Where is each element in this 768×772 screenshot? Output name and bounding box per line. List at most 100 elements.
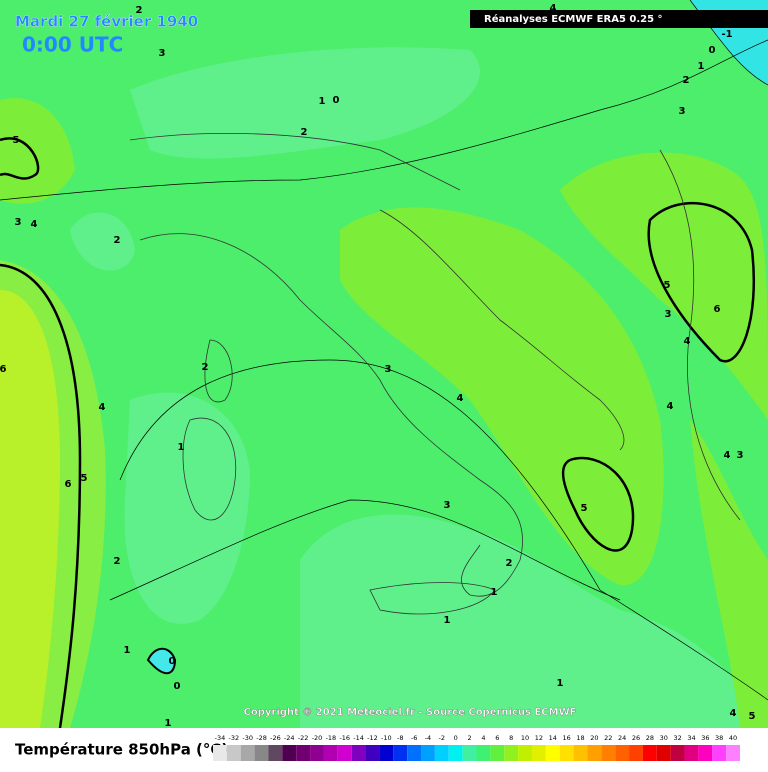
contour-label: 2	[683, 75, 690, 86]
legend-label: Température 850hPa (°C)	[15, 741, 228, 759]
scale-tick-label: 16	[563, 734, 571, 742]
scale-tick-label: 22	[604, 734, 612, 742]
scale-tick-label: 20	[590, 734, 598, 742]
scale-cell	[656, 745, 671, 761]
scale-cell	[421, 745, 435, 761]
contour-label: 0	[333, 95, 340, 106]
contour-label: 3	[679, 106, 686, 117]
scale-cell	[629, 745, 643, 761]
contour-label: 1	[557, 678, 564, 689]
scale-cell	[226, 745, 241, 761]
cool-area	[130, 47, 480, 159]
scale-cell	[337, 745, 352, 761]
contour-label: 5	[13, 135, 20, 146]
contour-label: 2	[114, 556, 121, 567]
scale-tick-label: -8	[397, 734, 403, 742]
source-text: Réanalyses ECMWF ERA5 0.25 °	[484, 13, 663, 25]
scale-cell	[712, 745, 727, 761]
scale-tick-label: -6	[411, 734, 417, 742]
contour-label: 1	[165, 718, 172, 729]
contour-label: 6	[714, 304, 721, 315]
scale-tick-label: -14	[353, 734, 364, 742]
scale-tick-label: -16	[339, 734, 350, 742]
coastlines	[129, 133, 741, 615]
scale-tick-label: -20	[312, 734, 323, 742]
contour-label: 4	[457, 393, 464, 404]
scale-cell	[407, 745, 422, 761]
contour-label: 2	[301, 127, 308, 138]
scale-tick-label: 36	[701, 734, 709, 742]
contour-label: 5	[664, 280, 671, 291]
scale-tick-label: -18	[326, 734, 337, 742]
contour-label: 3	[665, 309, 672, 320]
map-time: 0:00 UTC	[22, 33, 123, 57]
scale-cell	[365, 745, 380, 761]
contour-label: 3	[159, 48, 166, 59]
contour-label: 6	[0, 364, 7, 375]
scale-tick-label: 24	[618, 734, 626, 742]
scale-tick-label: -32	[228, 734, 239, 742]
contour-label: 4	[550, 3, 557, 14]
contour-label: 4	[667, 401, 674, 412]
contour-label: 3	[737, 450, 744, 461]
scale-cell	[448, 745, 463, 761]
contour-label: 2	[506, 558, 513, 569]
scale-cell	[684, 745, 699, 761]
contour-label: 3	[444, 500, 451, 511]
scale-tick-label: -28	[256, 734, 267, 742]
scale-cell	[615, 745, 630, 761]
scale-cell	[434, 745, 449, 761]
color-scale: -34 -32 -30 -28 -26 -24 -22 -20 -18 -16 -14 -12 -10-…	[213, 734, 740, 761]
scale-tick-label: -30	[242, 734, 253, 742]
warm-area	[340, 207, 664, 586]
contour-label: -1	[721, 29, 732, 40]
contour-label: 4	[730, 708, 737, 719]
scale-tick-label: 26	[632, 734, 640, 742]
contour-label: 0	[174, 681, 181, 692]
scale-tick-label: 18	[576, 734, 584, 742]
contour-label: 4	[684, 336, 691, 347]
scale-tick-label: 12	[535, 734, 543, 742]
scale-tick-label: 14	[549, 734, 557, 742]
cool-area	[70, 212, 135, 271]
scale-tick-label: 30	[660, 734, 668, 742]
scale-cell	[351, 745, 366, 761]
scale-tick-label: 6	[495, 734, 499, 742]
contour-label: 1	[319, 96, 326, 107]
scale-tick-label: -10	[381, 734, 392, 742]
scale-cell	[726, 745, 740, 761]
scale-cell	[490, 745, 505, 761]
scale-cell	[296, 745, 311, 761]
scale-tick-label: 10	[521, 734, 529, 742]
scale-tick-label: -2	[439, 734, 445, 742]
scale-cell	[642, 745, 657, 761]
scale-cell	[310, 745, 324, 761]
cool-area	[300, 514, 768, 728]
scale-cell	[476, 745, 491, 761]
scale-cell	[531, 745, 546, 761]
scale-cell	[559, 745, 574, 761]
scale-cell	[462, 745, 477, 761]
warm-area	[690, 420, 768, 728]
scale-tick-label: -34	[215, 734, 226, 742]
scale-cell	[698, 745, 713, 761]
contour-label: 1	[444, 615, 451, 626]
scale-tick-label: 40	[729, 734, 737, 742]
contour-label: 2	[136, 5, 143, 16]
scale-tick-label: 2	[467, 734, 471, 742]
contour-label: 5	[81, 473, 88, 484]
scale-tick-label: 8	[509, 734, 513, 742]
contour-label: 0	[709, 45, 716, 56]
scale-tick-label: 4	[481, 734, 485, 742]
contour-label: 5	[749, 711, 756, 722]
scale-tick-label: -26	[270, 734, 281, 742]
scale-cell	[393, 745, 408, 761]
warm-area	[0, 290, 60, 728]
contour-label: 1	[698, 61, 705, 72]
scale-cell	[504, 745, 519, 761]
contour-label: 1	[491, 587, 498, 598]
scale-tick-label: -22	[298, 734, 309, 742]
scale-tick-label: 38	[715, 734, 723, 742]
